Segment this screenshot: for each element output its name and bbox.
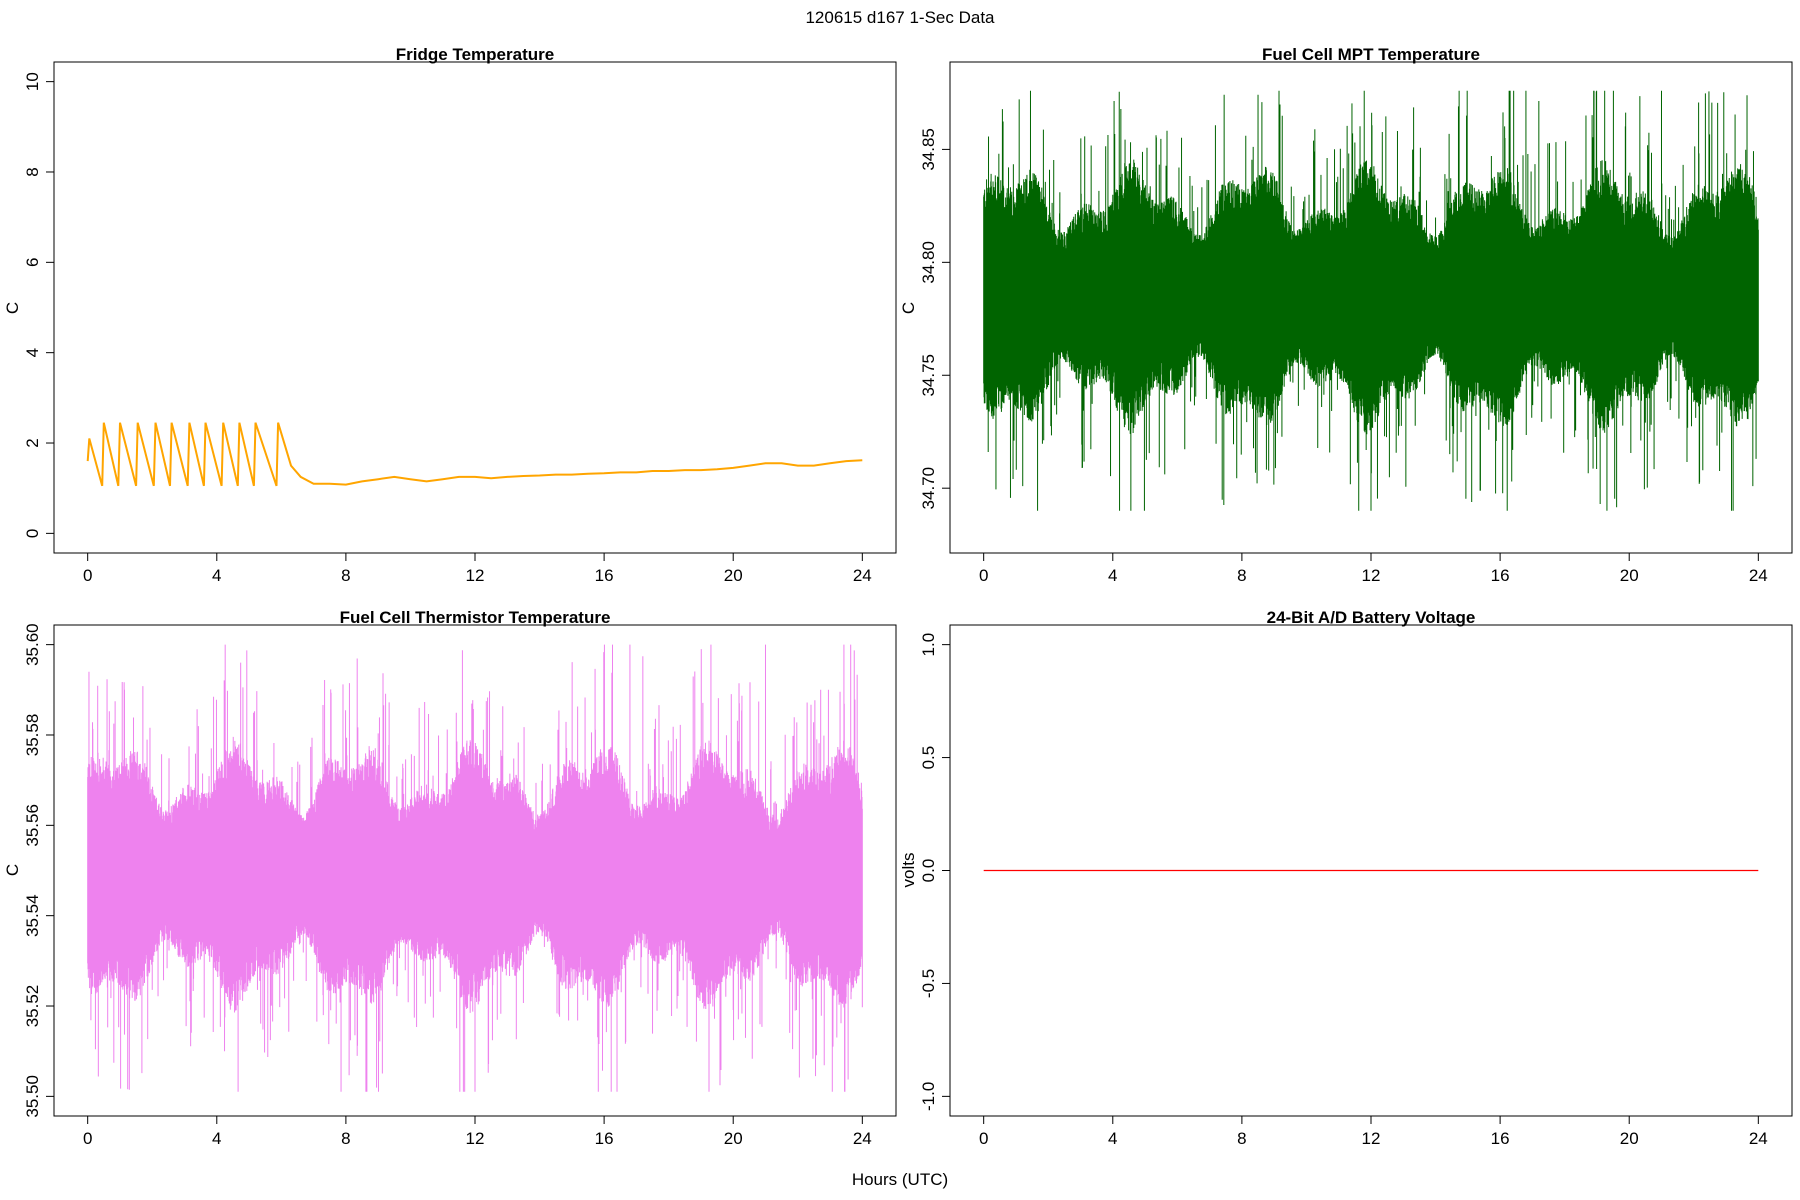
x-tick-label-mpt: 4	[1108, 566, 1117, 585]
series-thermistor	[87, 644, 863, 1092]
x-tick-label-battery: 8	[1237, 1129, 1246, 1148]
y-tick-label-fridge: 4	[23, 348, 42, 357]
chart-panel-mpt: 0 4 8 12 16 20 24 34.70 34.75 34.80 34.85 Fuel Cell…	[899, 45, 1793, 585]
series-mpt	[983, 90, 1759, 511]
series-fridge	[86, 422, 863, 487]
x-tick-label-fridge: 20	[724, 566, 743, 585]
y-tick-label-fridge: 10	[23, 72, 42, 91]
chart-title-battery: 24-Bit A/D Battery Voltage	[1267, 608, 1476, 627]
chart-panel-thermistor: 0 4 8 12 16 20 24 35.50 35.52 35.54 35.56 35.58 35.6…	[3, 608, 897, 1148]
x-tick-label-thermistor: 16	[595, 1129, 614, 1148]
x-tick-label-mpt: 0	[979, 566, 988, 585]
x-tick-label-thermistor: 4	[212, 1129, 221, 1148]
x-tick-label-thermistor: 12	[466, 1129, 485, 1148]
x-tick-label-mpt: 24	[1749, 566, 1768, 585]
y-tick-label-thermistor: 35.60	[23, 623, 42, 666]
x-tick-label-battery: 20	[1620, 1129, 1639, 1148]
x-tick-label-thermistor: 8	[341, 1129, 350, 1148]
chart-panel-battery: 0 4 8 12 16 20 24 -1.0 -0.5 0.0 0.5 1.0 24-Bit A/D B…	[899, 608, 1793, 1148]
chart-title-mpt: Fuel Cell MPT Temperature	[1262, 45, 1480, 64]
chart-title-fridge: Fridge Temperature	[396, 45, 554, 64]
chart-title-thermistor: Fuel Cell Thermistor Temperature	[340, 608, 611, 627]
x-tick-label-thermistor: 24	[853, 1129, 872, 1148]
x-tick-label-battery: 16	[1491, 1129, 1510, 1148]
y-tick-label-fridge: 8	[23, 167, 42, 176]
y-tick-label-mpt: 34.80	[919, 241, 938, 284]
x-tick-label-mpt: 12	[1362, 566, 1381, 585]
y-tick-label-fridge: 2	[23, 438, 42, 447]
figure-x-axis-label: Hours (UTC)	[852, 1170, 948, 1189]
y-tick-label-thermistor: 35.52	[23, 985, 42, 1028]
y-tick-label-battery: -0.5	[919, 969, 938, 998]
series-noise-thermistor	[87, 644, 863, 1092]
y-tick-label-fridge: 6	[23, 258, 42, 267]
y-tick-label-battery: -1.0	[919, 1082, 938, 1111]
series-noise-mpt	[983, 90, 1759, 511]
figure-main-title: 120615 d167 1-Sec Data	[805, 8, 995, 27]
x-tick-label-fridge: 24	[853, 566, 872, 585]
y-tick-label-thermistor: 35.50	[23, 1075, 42, 1118]
x-tick-label-fridge: 0	[83, 566, 92, 585]
x-tick-label-thermistor: 0	[83, 1129, 92, 1148]
y-axis-label-thermistor: C	[3, 864, 22, 876]
x-tick-label-battery: 0	[979, 1129, 988, 1148]
y-tick-label-thermistor: 35.56	[23, 804, 42, 847]
y-tick-label-battery: 0.5	[919, 746, 938, 770]
y-axis-label-battery: volts	[899, 853, 918, 888]
x-tick-label-mpt: 20	[1620, 566, 1639, 585]
y-tick-label-mpt: 34.75	[919, 354, 938, 397]
y-tick-label-thermistor: 35.58	[23, 714, 42, 757]
y-tick-label-fridge: 0	[23, 529, 42, 538]
y-tick-label-mpt: 34.70	[919, 467, 938, 510]
y-axis-label-fridge: C	[3, 302, 22, 314]
y-axis-label-mpt: C	[899, 302, 918, 314]
x-tick-label-fridge: 12	[466, 566, 485, 585]
plot-frame-fridge	[53, 61, 897, 554]
x-tick-label-mpt: 8	[1237, 566, 1246, 585]
series-line-fridge-0	[86, 422, 863, 487]
y-tick-label-battery: 0.0	[919, 859, 938, 883]
y-tick-label-thermistor: 35.54	[23, 894, 42, 937]
x-tick-label-mpt: 16	[1491, 566, 1510, 585]
x-tick-label-battery: 12	[1362, 1129, 1381, 1148]
y-tick-label-battery: 1.0	[919, 633, 938, 657]
x-tick-label-fridge: 4	[212, 566, 221, 585]
x-tick-label-fridge: 8	[341, 566, 350, 585]
y-tick-label-mpt: 34.85	[919, 128, 938, 171]
x-tick-label-thermistor: 20	[724, 1129, 743, 1148]
x-tick-label-battery: 24	[1749, 1129, 1768, 1148]
x-tick-label-fridge: 16	[595, 566, 614, 585]
x-tick-label-battery: 4	[1108, 1129, 1117, 1148]
